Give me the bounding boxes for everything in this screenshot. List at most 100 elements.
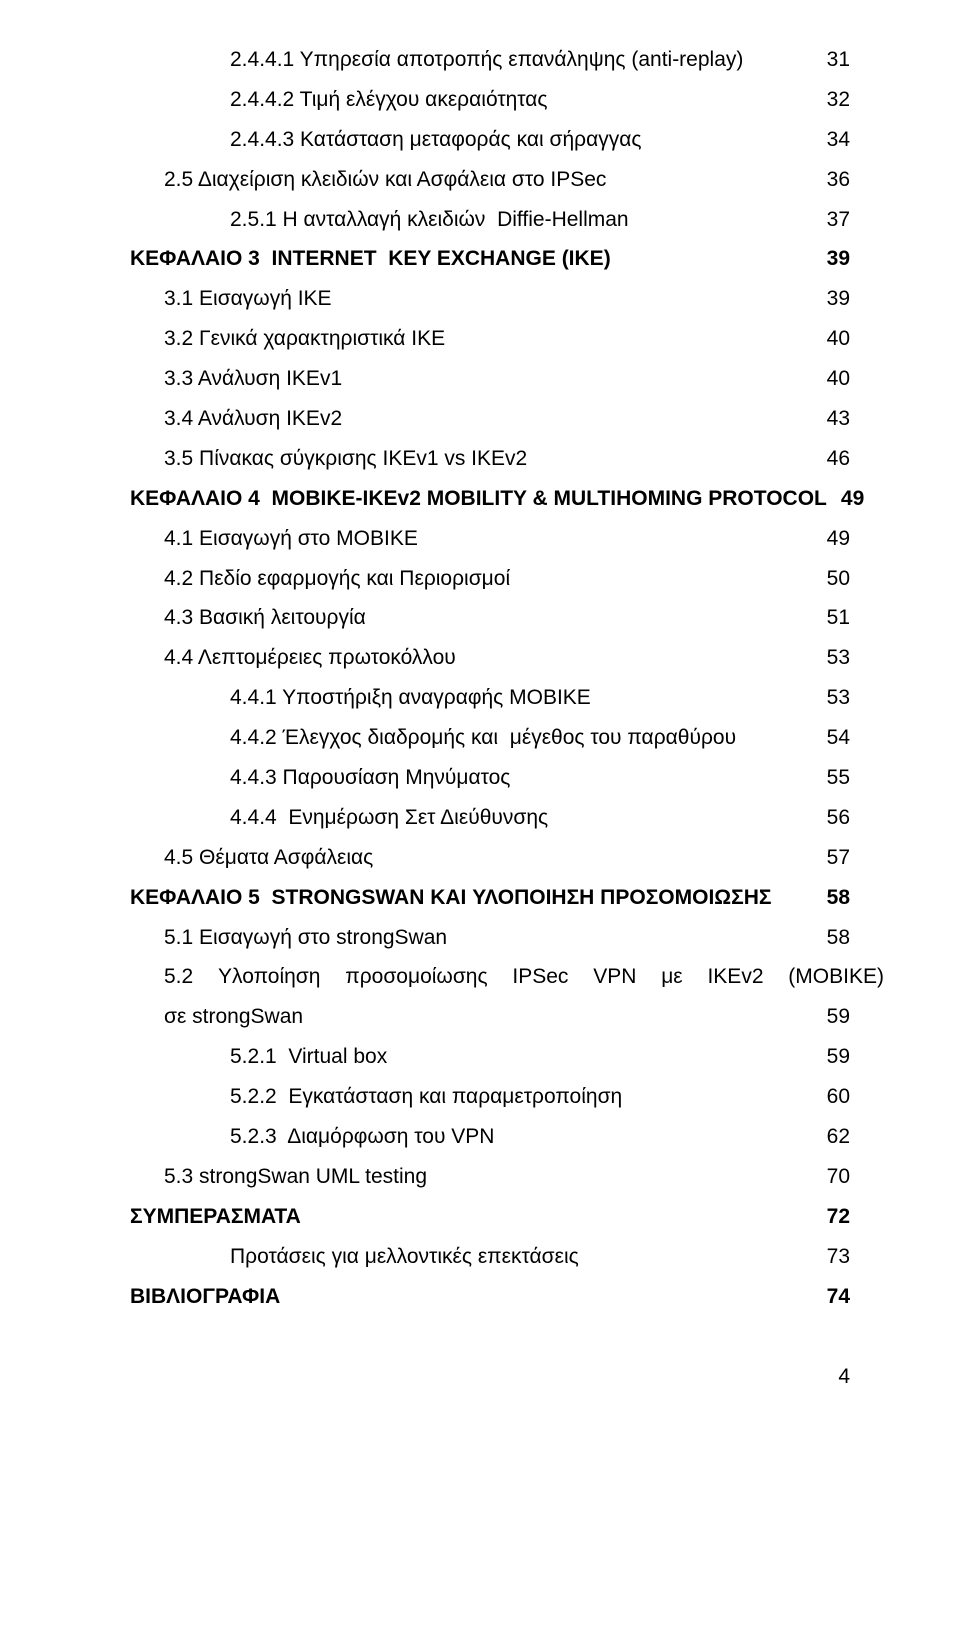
toc-line: ΚΕΦΑΛΑΙΟ 3 INTERNET KEY EXCHANGE (IKE) 39 [130, 239, 850, 279]
toc-line: 4.1 Εισαγωγή στο MOBIKE49 [130, 519, 850, 559]
toc-word: (MOBIKE) [788, 957, 884, 997]
toc-page-number: 31 [823, 40, 850, 80]
toc-page-number: 57 [823, 838, 850, 878]
toc-page-number: 50 [823, 559, 850, 599]
toc-line: ΚΕΦΑΛΑΙΟ 5 STRONGSWAN KAI ΥΛΟΠΟΙΗΣΗ ΠΡΟΣ… [130, 878, 850, 918]
toc-line: 4.4.3 Παρουσίαση Μηνύματος 55 [130, 758, 850, 798]
toc-page-number: 39 [823, 239, 850, 279]
toc-line: σε strongSwan 59 [130, 997, 850, 1037]
toc-page-number: 53 [823, 638, 850, 678]
toc-label: 2.4.4.2 Τιμή ελέγχου ακεραιότητας [230, 80, 548, 120]
toc-line: 4.4.1 Υποστήριξη αναγραφής MOBIKE 53 [130, 678, 850, 718]
toc-page-number: 56 [823, 798, 850, 838]
toc-line: 2.4.4.3 Κατάσταση μεταφοράς και σήραγγας… [130, 120, 850, 160]
toc-page-number: 37 [823, 200, 850, 240]
toc-label: 4.1 Εισαγωγή στο MOBIKE [164, 519, 418, 559]
toc-line: ΒΙΒΛΙΟΓΡΑΦΙΑ 74 [130, 1277, 850, 1317]
toc-page-number: 60 [823, 1077, 850, 1117]
toc-line: 4.4 Λεπτομέρειες πρωτοκόλλου 53 [130, 638, 850, 678]
toc-label: 5.2.2 Εγκατάσταση και παραμετροποίηση [230, 1077, 622, 1117]
toc-label: ΣΥΜΠΕΡΑΣΜΑΤΑ [130, 1197, 301, 1237]
toc-label: 2.5.1 Η ανταλλαγή κλειδιών Diffie-Hellma… [230, 200, 629, 240]
toc-page-number: 40 [823, 359, 850, 399]
toc-page-number: 34 [823, 120, 850, 160]
toc-line: 5.1 Εισαγωγή στο strongSwan 58 [130, 918, 850, 958]
toc-label: ΚΕΦΑΛΑΙΟ 3 INTERNET KEY EXCHANGE (IKE) [130, 239, 611, 279]
toc-page-number: 73 [823, 1237, 850, 1277]
toc-page-number: 59 [823, 1037, 850, 1077]
toc-word: με [661, 957, 682, 997]
toc-line: 5.2.3 Διαμόρφωση του VPN 62 [130, 1117, 850, 1157]
toc-label: 5.2.1 Virtual box [230, 1037, 387, 1077]
toc-label: 5.1 Εισαγωγή στο strongSwan [164, 918, 447, 958]
toc-page-number: 53 [823, 678, 850, 718]
toc-label: ΚΕΦΑΛΑΙΟ 5 STRONGSWAN KAI ΥΛΟΠΟΙΗΣΗ ΠΡΟΣ… [130, 878, 772, 918]
toc-word: προσομοίωσης [345, 957, 487, 997]
toc-page-number: 46 [823, 439, 850, 479]
toc-label: Προτάσεις για μελλοντικές επεκτάσεις [230, 1237, 579, 1277]
toc-page-number: 36 [823, 160, 850, 200]
toc-line: 4.4.2 Έλεγχος διαδρομής και μέγεθος του … [130, 718, 850, 758]
toc-line: 4.3 Βασική λειτουργία51 [130, 598, 850, 638]
page-number: 4 [130, 1357, 850, 1397]
toc-page-number: 62 [823, 1117, 850, 1157]
toc-label: 4.5 Θέματα Ασφάλειας [164, 838, 373, 878]
toc-line: 2.4.4.2 Τιμή ελέγχου ακεραιότητας 32 [130, 80, 850, 120]
toc-label: ΚΕΦΑΛΑΙΟ 4 MOBIKE-IKEv2 MOBILITY & MULTI… [130, 479, 827, 519]
toc-word: 5.2 [164, 957, 193, 997]
toc-page-number: 70 [823, 1157, 850, 1197]
toc-page-number: 51 [823, 598, 850, 638]
toc-label: 4.4.3 Παρουσίαση Μηνύματος [230, 758, 510, 798]
toc-label: 3.3 Ανάλυση IKEv1 [164, 359, 342, 399]
toc-word: VPN [593, 957, 636, 997]
toc-label: 2.5 Διαχείριση κλειδιών και Ασφάλεια στο… [164, 160, 606, 200]
toc-label: σε strongSwan [164, 997, 303, 1037]
toc-word: IPSec [512, 957, 568, 997]
toc-line: ΚΕΦΑΛΑΙΟ 4 MOBIKE-IKEv2 MOBILITY & MULTI… [130, 479, 850, 519]
toc-label: 3.1 Εισαγωγή ΙΚΕ [164, 279, 332, 319]
toc-label: 4.4.4 Ενημέρωση Σετ Διεύθυνσης [230, 798, 548, 838]
toc-page-number: 39 [823, 279, 850, 319]
toc-line-justified: 5.2 Υλοποίηση προσομοίωσης IPSec VPN με IKEv2 (… [130, 957, 884, 997]
toc-line: 4.2 Πεδίο εφαρμογής και Περιορισμοί 50 [130, 559, 850, 599]
toc-page-number: 55 [823, 758, 850, 798]
toc-page-number: 72 [823, 1197, 850, 1237]
toc-page-number: 32 [823, 80, 850, 120]
toc-label: 4.4.2 Έλεγχος διαδρομής και μέγεθος του … [230, 718, 736, 758]
toc-label: 2.4.4.1 Υπηρεσία αποτροπής επανάληψης (a… [230, 40, 743, 80]
toc-page-number: 74 [823, 1277, 850, 1317]
toc-line: 3.5 Πίνακας σύγκρισης IKEv1 vs IKEv2 46 [130, 439, 850, 479]
toc-label: 3.2 Γενικά χαρακτηριστικά IKE [164, 319, 445, 359]
toc-label: 3.5 Πίνακας σύγκρισης IKEv1 vs IKEv2 [164, 439, 527, 479]
toc-label: 5.2.3 Διαμόρφωση του VPN [230, 1117, 494, 1157]
toc-page-number: 58 [823, 918, 850, 958]
toc-page-number: 59 [823, 997, 850, 1037]
toc-line: 5.3 strongSwan UML testing 70 [130, 1157, 850, 1197]
toc-word: IKEv2 [707, 957, 763, 997]
toc-line: 3.3 Ανάλυση IKEv1 40 [130, 359, 850, 399]
toc-line: Προτάσεις για μελλοντικές επεκτάσεις 73 [130, 1237, 850, 1277]
toc-line: 3.4 Ανάλυση IKEv243 [130, 399, 850, 439]
toc-label: 4.4 Λεπτομέρειες πρωτοκόλλου [164, 638, 456, 678]
toc-label: ΒΙΒΛΙΟΓΡΑΦΙΑ [130, 1277, 280, 1317]
toc-line: 5.2.2 Εγκατάσταση και παραμετροποίηση 60 [130, 1077, 850, 1117]
toc-line: 2.5 Διαχείριση κλειδιών και Ασφάλεια στο… [130, 160, 850, 200]
toc-container: 2.4.4.1 Υπηρεσία αποτροπής επανάληψης (a… [130, 40, 850, 1317]
toc-page-number: 43 [823, 399, 850, 439]
toc-word: Υλοποίηση [218, 957, 320, 997]
toc-line: 3.1 Εισαγωγή ΙΚΕ 39 [130, 279, 850, 319]
toc-line: 4.4.4 Ενημέρωση Σετ Διεύθυνσης 56 [130, 798, 850, 838]
toc-label: 5.3 strongSwan UML testing [164, 1157, 427, 1197]
toc-line: 2.5.1 Η ανταλλαγή κλειδιών Diffie-Hellma… [130, 200, 850, 240]
toc-label: 4.2 Πεδίο εφαρμογής και Περιορισμοί [164, 559, 510, 599]
toc-page-number: 49 [837, 479, 864, 519]
toc-line: ΣΥΜΠΕΡΑΣΜΑΤΑ 72 [130, 1197, 850, 1237]
toc-line: 2.4.4.1 Υπηρεσία αποτροπής επανάληψης (a… [130, 40, 850, 80]
toc-page-number: 54 [823, 718, 850, 758]
toc-label: 2.4.4.3 Κατάσταση μεταφοράς και σήραγγας [230, 120, 641, 160]
toc-label: 4.4.1 Υποστήριξη αναγραφής MOBIKE [230, 678, 591, 718]
toc-page-number: 40 [823, 319, 850, 359]
document-page: 2.4.4.1 Υπηρεσία αποτροπής επανάληψης (a… [0, 0, 960, 1648]
toc-line: 3.2 Γενικά χαρακτηριστικά IKE 40 [130, 319, 850, 359]
toc-page-number: 58 [823, 878, 850, 918]
